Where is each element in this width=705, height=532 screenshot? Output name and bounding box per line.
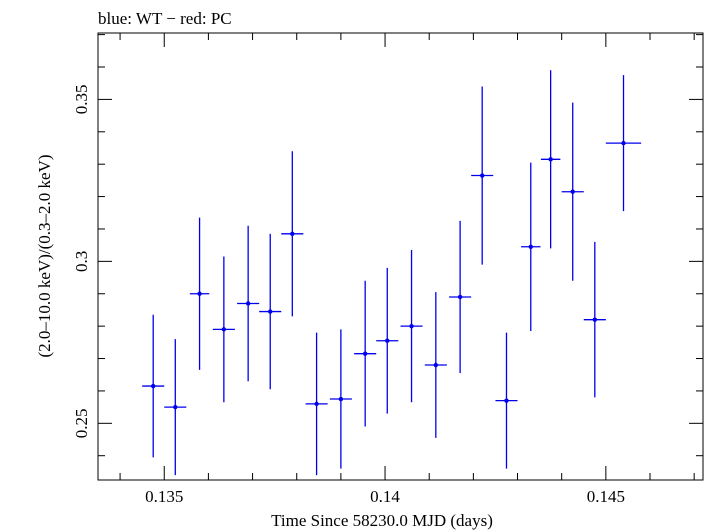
data-marker bbox=[173, 404, 178, 410]
data-marker bbox=[151, 383, 156, 389]
plot-frame bbox=[97, 32, 704, 481]
data-point bbox=[164, 339, 187, 476]
y-axis-ticks: 0.25 0.3 0.35 bbox=[72, 34, 703, 457]
chart-title: blue: WT − red: PC bbox=[98, 9, 232, 28]
x-axis-ticks: 0.135 0.14 0.145 bbox=[119, 33, 695, 506]
data-marker bbox=[338, 396, 344, 402]
data-marker bbox=[457, 294, 463, 300]
data-point bbox=[329, 329, 352, 469]
data-point bbox=[583, 241, 606, 398]
data-marker bbox=[479, 173, 485, 178]
data-point bbox=[561, 102, 584, 281]
data-marker bbox=[504, 398, 509, 403]
data-point bbox=[540, 70, 561, 249]
data-marker bbox=[433, 362, 439, 368]
data-marker bbox=[362, 351, 368, 356]
data-point bbox=[521, 162, 541, 331]
data-point bbox=[449, 220, 472, 374]
data-marker bbox=[570, 189, 575, 194]
y-tick-label: 0.35 bbox=[72, 85, 91, 115]
data-marker bbox=[409, 323, 414, 329]
data-marker bbox=[385, 338, 390, 343]
data-point bbox=[189, 217, 210, 370]
data-point bbox=[212, 256, 235, 403]
data-marker bbox=[245, 301, 251, 306]
data-marker bbox=[314, 401, 319, 407]
x-axis-label: Time Since 58230.0 MJD (days) bbox=[271, 511, 493, 530]
data-point bbox=[495, 332, 518, 469]
data-marker bbox=[197, 291, 202, 296]
data-marker bbox=[592, 317, 598, 322]
data-point bbox=[142, 314, 165, 458]
data-point bbox=[400, 250, 423, 403]
x-tick-label: 0.135 bbox=[145, 487, 183, 506]
data-point bbox=[376, 267, 399, 414]
data-point bbox=[424, 292, 447, 438]
data-marker bbox=[221, 327, 227, 332]
data-point bbox=[281, 151, 304, 317]
data-marker bbox=[290, 231, 295, 237]
data-point bbox=[471, 86, 494, 265]
x-tick-label: 0.145 bbox=[587, 487, 625, 506]
data-marker bbox=[621, 140, 626, 146]
data-point bbox=[237, 225, 260, 382]
data-point bbox=[305, 332, 328, 476]
y-tick-label: 0.25 bbox=[72, 408, 91, 438]
data-point bbox=[605, 75, 642, 212]
data-point bbox=[354, 280, 377, 427]
data-point bbox=[259, 233, 282, 390]
y-tick-label: 0.3 bbox=[72, 251, 91, 272]
y-axis-label: (2.0–10.0 keV)/(0.3–2.0 keV) bbox=[35, 154, 54, 357]
data-marker bbox=[548, 157, 553, 162]
data-marker bbox=[268, 309, 273, 314]
data-marker bbox=[528, 244, 533, 249]
data-series bbox=[142, 70, 642, 476]
x-tick-label: 0.14 bbox=[370, 487, 400, 506]
